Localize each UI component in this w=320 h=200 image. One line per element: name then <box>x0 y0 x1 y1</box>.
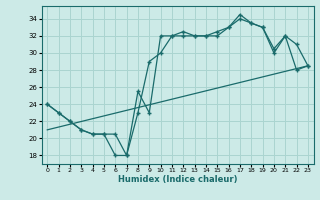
X-axis label: Humidex (Indice chaleur): Humidex (Indice chaleur) <box>118 175 237 184</box>
